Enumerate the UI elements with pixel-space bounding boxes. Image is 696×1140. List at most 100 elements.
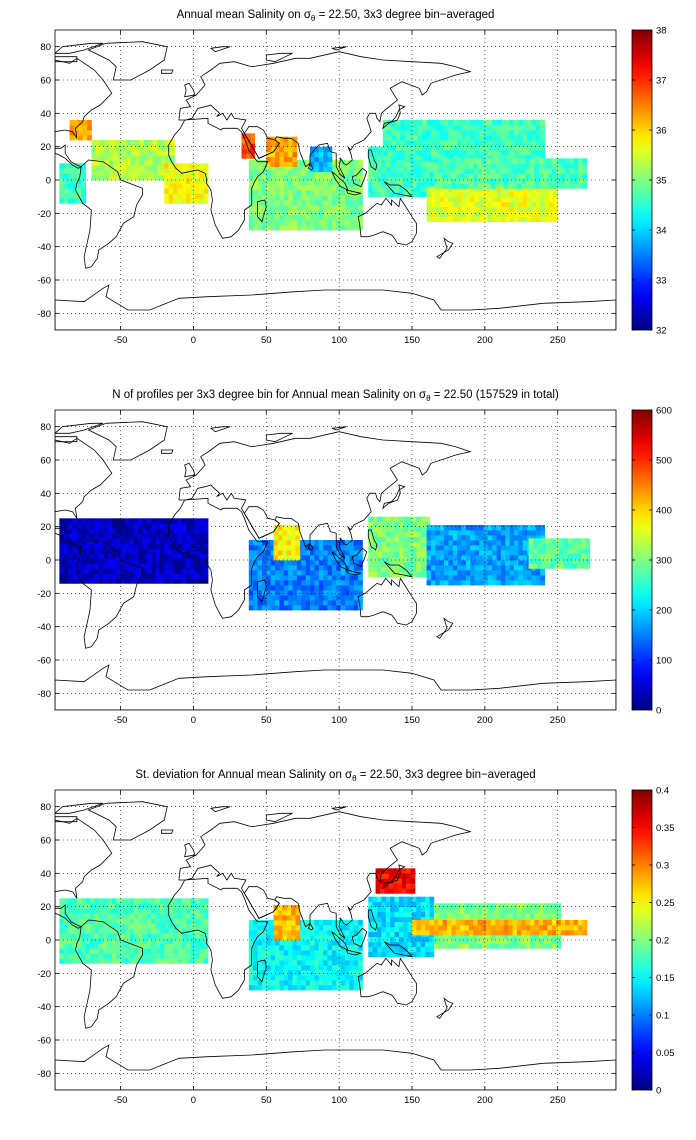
bin-cell — [474, 575, 480, 581]
bin-cell — [186, 563, 191, 569]
bin-cell — [353, 980, 359, 986]
bin-cell — [390, 526, 395, 533]
bin-cell — [292, 965, 298, 971]
bin-cell — [547, 938, 553, 944]
bin-cell — [63, 923, 69, 929]
bin-cell — [336, 170, 341, 176]
bin-cell — [385, 906, 391, 913]
bin-cell — [107, 538, 113, 544]
bin-cell — [518, 145, 524, 151]
bin-cell — [203, 923, 209, 929]
bin-cell — [358, 955, 363, 961]
bin-cell — [89, 573, 95, 579]
bin-cell — [190, 183, 196, 189]
bin-cell — [518, 191, 524, 198]
bin-cell — [250, 143, 256, 149]
bin-cell — [85, 543, 91, 549]
bin-cell — [457, 140, 462, 146]
bin-cell — [503, 933, 509, 939]
bin-cell — [385, 926, 391, 933]
bin-cell — [372, 171, 378, 178]
bin-cell — [323, 595, 328, 601]
bin-cell — [344, 955, 350, 961]
bin-cell — [490, 183, 496, 189]
bin-cell — [331, 605, 337, 611]
bin-cell — [277, 920, 283, 926]
bin-cell — [261, 955, 267, 961]
bin-cell — [78, 125, 84, 131]
bin-cell — [142, 933, 148, 939]
bin-cell — [159, 558, 165, 564]
bin-cell — [585, 563, 591, 569]
bin-cell — [391, 125, 397, 131]
x-tick-label: -50 — [114, 1095, 128, 1106]
bin-cell — [358, 600, 363, 606]
bin-cell — [314, 151, 320, 158]
bin-cell — [292, 215, 298, 221]
bin-cell — [76, 533, 82, 539]
bin-cell — [516, 183, 522, 189]
bin-cell — [340, 925, 346, 931]
bin-cell — [279, 940, 285, 946]
bin-cell — [173, 903, 178, 909]
bin-cell — [318, 151, 324, 158]
bin-cell — [460, 913, 465, 919]
bin-cell — [283, 575, 289, 581]
bin-cell — [250, 153, 256, 159]
bin-cell — [540, 196, 545, 203]
bin-cell — [457, 186, 462, 193]
bin-cell — [190, 918, 196, 924]
bin-cell — [296, 945, 302, 951]
bin-cell — [483, 150, 489, 156]
bin-cell — [444, 545, 449, 551]
bin-cell — [353, 590, 359, 596]
bin-cell — [514, 540, 519, 546]
bin-cell — [295, 555, 301, 561]
bin-cell — [412, 896, 417, 903]
bin-cell — [286, 920, 292, 926]
bin-cell — [164, 573, 170, 579]
bin-cell — [173, 943, 178, 949]
bin-cell — [203, 558, 209, 564]
bin-cell — [279, 580, 285, 586]
bin-cell — [372, 521, 378, 528]
bin-cell — [151, 958, 156, 964]
bin-cell — [508, 173, 513, 179]
coastline — [331, 46, 347, 51]
coastline — [435, 997, 454, 1019]
bin-cell — [412, 946, 417, 953]
bin-cell — [190, 188, 196, 194]
bin-cell — [525, 173, 531, 179]
bin-cell — [416, 925, 422, 931]
bin-cell — [514, 130, 519, 136]
bin-cell — [253, 575, 258, 581]
bin-cell — [403, 951, 409, 958]
bin-cell — [253, 935, 258, 941]
bin-cell — [117, 165, 123, 171]
bin-cell — [120, 548, 126, 554]
bin-cell — [107, 578, 113, 584]
bin-cell — [531, 211, 537, 218]
bin-cell — [461, 145, 467, 151]
bin-cell — [111, 933, 117, 939]
bin-cell — [288, 165, 293, 171]
bin-cell — [451, 920, 457, 926]
bin-cell — [76, 918, 82, 924]
bin-cell — [514, 145, 519, 151]
bin-cell — [91, 140, 97, 146]
bin-cell — [412, 521, 417, 528]
bin-cell — [477, 943, 483, 949]
bin-cell — [560, 183, 566, 189]
bin-cell — [464, 178, 470, 184]
bin-cell — [551, 925, 557, 931]
bin-cell — [89, 523, 95, 529]
coastline — [184, 462, 196, 478]
bin-cell — [270, 970, 276, 976]
bin-cell — [403, 556, 409, 563]
bin-cell — [270, 175, 276, 181]
bin-cell — [275, 210, 280, 216]
bin-cell — [547, 168, 553, 174]
bin-cell — [349, 225, 355, 231]
bin-cell — [142, 953, 148, 959]
bin-cell — [124, 933, 130, 939]
